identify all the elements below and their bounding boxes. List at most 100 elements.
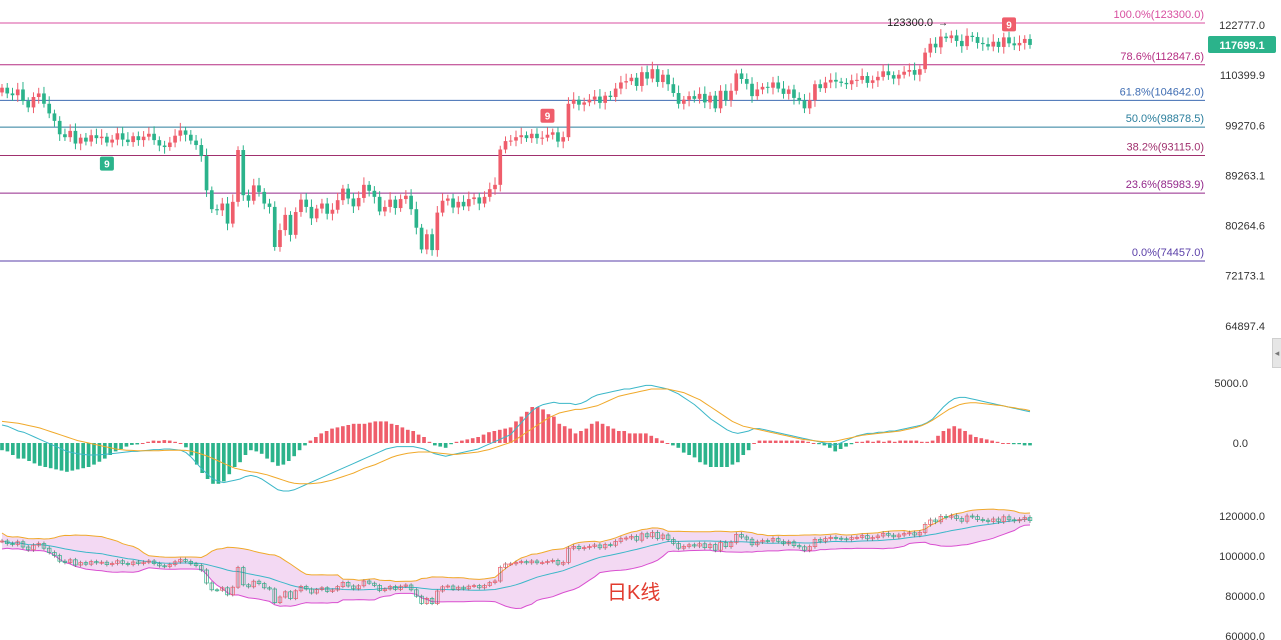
boll-candle-body [786, 541, 791, 545]
candle-body [865, 75, 870, 83]
candle-body [965, 35, 969, 47]
candle-body [388, 199, 392, 207]
candle-body [897, 74, 901, 79]
candle-body [682, 99, 686, 104]
macd-hist-bar [368, 422, 372, 443]
macd-hist-bar [1022, 443, 1027, 446]
macd-hist-bar [460, 440, 464, 443]
boll-candle-body [849, 537, 854, 540]
boll-candle-body [324, 587, 330, 592]
macd-hist-bar [784, 440, 789, 443]
macd-hist-bar [411, 431, 416, 443]
candle-body [902, 71, 906, 75]
candle-body [739, 73, 744, 80]
macd-hist-bar [514, 421, 518, 443]
macd-hist-bar [162, 440, 167, 443]
candle-body [729, 90, 733, 101]
macd-hist-bar [692, 443, 697, 458]
candle-body [383, 206, 387, 212]
boll-candle-body [561, 562, 566, 565]
macd-hist-bar [984, 439, 989, 443]
boll-candle-body [26, 546, 31, 551]
boll-candle-body [267, 587, 272, 590]
boll-candle-body [57, 555, 62, 562]
candle-body [120, 133, 125, 140]
macd-hist-bar [38, 443, 42, 466]
candle-body [771, 82, 775, 88]
boll-candle-body [671, 539, 676, 544]
collapse-panel-button[interactable]: ◂ [1272, 338, 1281, 368]
boll-candle-body [361, 580, 367, 587]
macd-hist-bar [546, 414, 551, 443]
candle-body [912, 70, 917, 75]
candle-body [63, 134, 67, 138]
boll-candle-body [0, 540, 5, 543]
candle-body [561, 137, 566, 142]
boll-candle-body [686, 544, 692, 547]
candle-body [209, 190, 214, 210]
boll-candle-body [94, 561, 99, 564]
macd-hist-bar [297, 443, 302, 451]
macd-hist-bar [438, 443, 443, 447]
macd-hist-bar [395, 425, 399, 443]
macd-hist-bar [487, 432, 491, 443]
boll-candle-body [204, 569, 209, 584]
macd-hist-bar [892, 441, 897, 443]
fib-label-0: 100.0%(123300.0) [1113, 9, 1204, 21]
boll-tick-1: 100000.0 [1219, 551, 1265, 563]
candle-body [760, 86, 765, 90]
macd-hist-bar [319, 433, 324, 443]
boll-candle-body [345, 582, 351, 587]
candle-body [26, 101, 31, 108]
boll-candle-body [408, 584, 414, 591]
candle-body [918, 69, 922, 75]
candle-body [199, 145, 204, 157]
candle-body [57, 120, 62, 135]
macd-hist-bar [124, 443, 129, 447]
candle-body [613, 88, 618, 98]
macd-hist-bar [1028, 443, 1032, 446]
macd-hist-bar [108, 443, 113, 455]
macd-hist-bar [211, 443, 215, 484]
candle-body [21, 89, 25, 102]
macd-hist-bar [303, 443, 307, 446]
boll-candle-body [340, 582, 346, 587]
boll-candle-body [718, 542, 723, 551]
macd-hist-bar [903, 440, 908, 443]
boll-candle-body [372, 582, 377, 586]
candle-body [94, 135, 99, 139]
candle-body [975, 36, 980, 43]
macd-hist-bar [995, 441, 1000, 443]
candle-body [52, 113, 57, 121]
candle-body [645, 72, 649, 79]
candle-body [320, 203, 324, 209]
candle-body [141, 136, 146, 141]
macd-dea-line [1, 388, 1031, 485]
macd-hist-bar [719, 443, 724, 467]
candle-body [262, 191, 267, 204]
macd-hist-bar [265, 443, 269, 459]
boll-candle-body [466, 585, 471, 590]
boll-candle-body [991, 518, 996, 522]
macd-hist-bar [427, 441, 432, 443]
boll-lower-line [1, 524, 1031, 610]
candle-body [519, 135, 524, 138]
boll-candle-body [744, 536, 749, 540]
candle-body [152, 133, 156, 141]
boll-candle-body [298, 586, 304, 592]
boll-candle-body [62, 560, 68, 563]
candle-body [99, 136, 104, 139]
boll-tick-3: 60000.0 [1225, 631, 1265, 640]
candle-body [697, 93, 702, 99]
macd-hist-bar [157, 440, 161, 443]
candle-body [666, 74, 670, 85]
boll-candle-body [959, 518, 965, 522]
macd-hist-bar [562, 426, 567, 443]
macd-hist-bar [703, 443, 708, 465]
boll-candle-body [833, 537, 839, 539]
macd-hist-bar [644, 433, 648, 443]
macd-hist-bar [281, 443, 286, 465]
boll-candle-body [587, 546, 592, 548]
candle-body [508, 140, 513, 142]
